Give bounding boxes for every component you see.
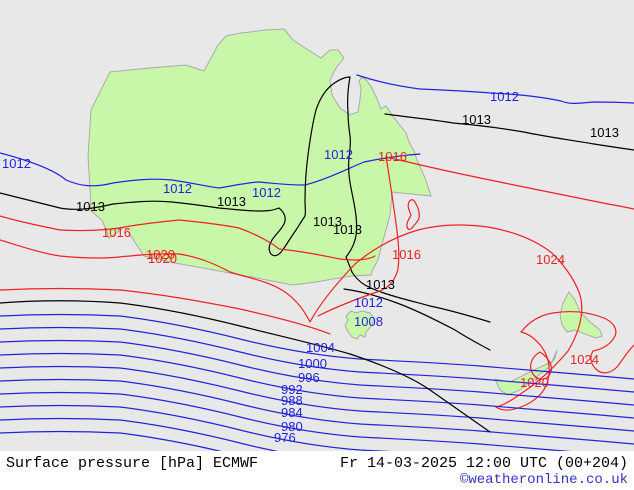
svg-text:1016: 1016	[102, 225, 131, 240]
svg-text:1000: 1000	[298, 356, 327, 371]
svg-text:1012: 1012	[252, 185, 281, 200]
svg-text:1013: 1013	[462, 112, 491, 127]
svg-text:1012: 1012	[490, 89, 519, 104]
svg-text:1013: 1013	[333, 222, 362, 237]
svg-text:1008: 1008	[354, 314, 383, 329]
svg-text:1024: 1024	[570, 352, 599, 367]
svg-text:1012: 1012	[324, 147, 353, 162]
svg-text:1004: 1004	[306, 340, 335, 355]
svg-text:1020: 1020	[146, 247, 175, 262]
svg-text:1012: 1012	[163, 181, 192, 196]
svg-text:1016: 1016	[392, 247, 421, 262]
svg-text:1013: 1013	[590, 125, 619, 140]
svg-text:1013: 1013	[366, 277, 395, 292]
svg-text:1012: 1012	[354, 295, 383, 310]
svg-text:1016: 1016	[378, 149, 407, 164]
svg-text:976: 976	[274, 430, 296, 445]
svg-text:1024: 1024	[536, 252, 565, 267]
svg-text:1020: 1020	[520, 375, 549, 390]
svg-text:1012: 1012	[2, 156, 31, 171]
svg-text:1013: 1013	[76, 199, 105, 214]
svg-text:1013: 1013	[217, 194, 246, 209]
svg-text:984: 984	[281, 405, 303, 420]
